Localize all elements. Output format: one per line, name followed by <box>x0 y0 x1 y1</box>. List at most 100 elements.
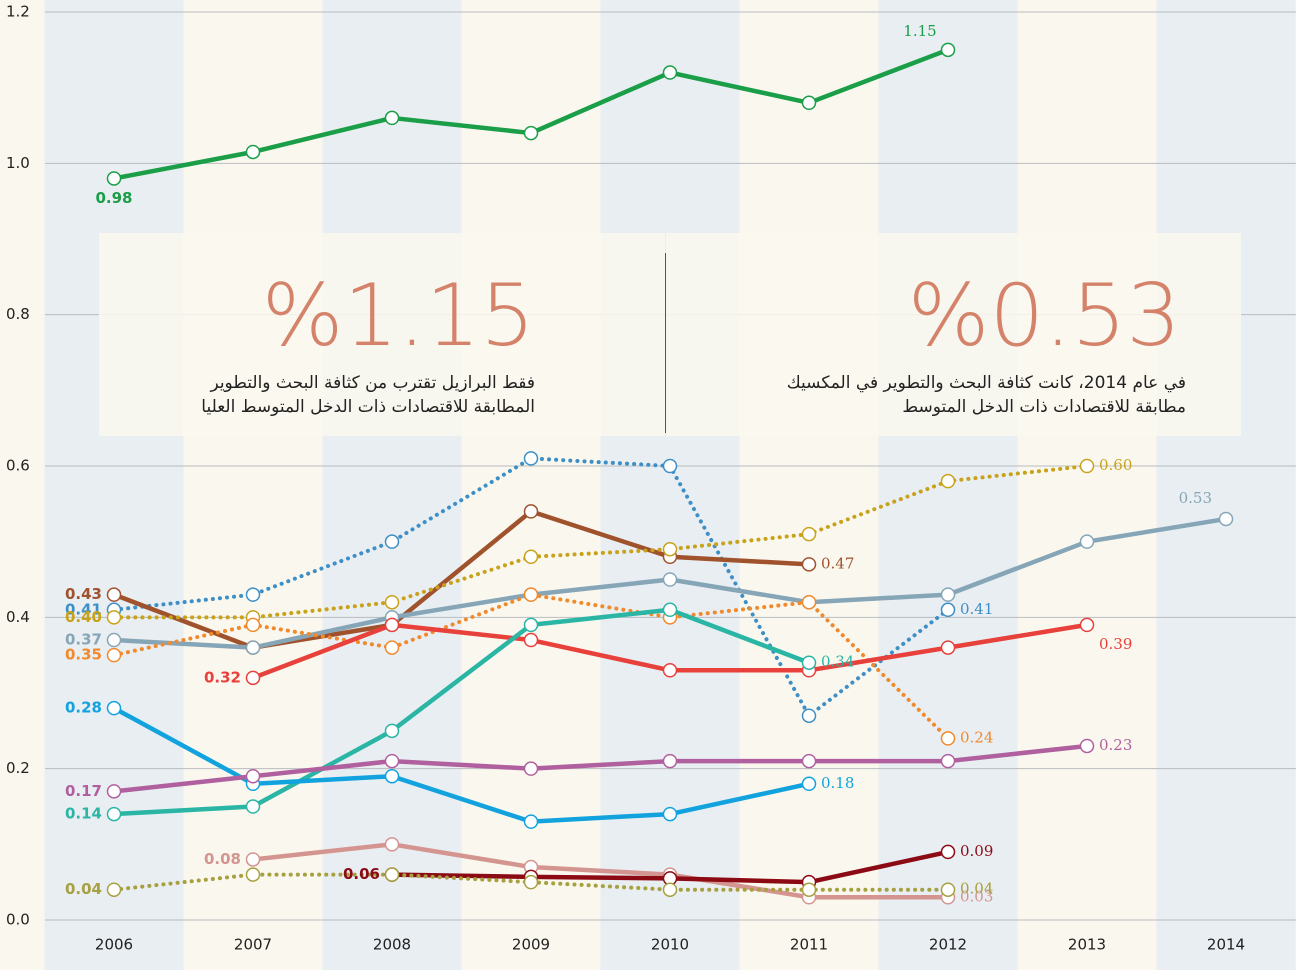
point-marker <box>662 458 678 474</box>
point-marker <box>940 731 956 746</box>
point-marker <box>245 799 261 814</box>
point-marker <box>106 171 122 186</box>
point-marker <box>523 587 539 602</box>
value-label: 0.06 <box>343 865 380 883</box>
point-marker <box>245 768 261 784</box>
headline: %1.15 <box>261 266 535 366</box>
point-marker <box>523 761 539 776</box>
point-marker <box>384 753 400 769</box>
series-line <box>111 607 812 817</box>
point-marker <box>1218 511 1234 527</box>
x-tick-label: 2010 <box>651 936 689 954</box>
value-label: 0.08 <box>204 850 241 868</box>
point-marker <box>662 806 678 822</box>
point-marker <box>662 663 678 678</box>
value-label: 0.18 <box>821 774 854 792</box>
series-line <box>250 842 951 900</box>
y-tick-label: 1.2 <box>6 3 30 21</box>
value-label: 1.15 <box>903 22 936 40</box>
point-marker <box>662 65 678 80</box>
point-marker <box>106 882 122 897</box>
point-marker <box>245 587 261 602</box>
y-tick-label: 0.6 <box>6 457 30 475</box>
value-label: 0.04 <box>960 880 993 898</box>
y-tick-label: 0.8 <box>6 305 30 323</box>
point-marker <box>106 587 122 602</box>
value-label: 0.41 <box>960 600 993 618</box>
series-line <box>111 705 812 824</box>
point-marker <box>662 602 678 618</box>
y-tick-label: 0.4 <box>6 608 30 626</box>
point-marker <box>523 617 539 633</box>
value-label: 0.23 <box>1099 736 1132 754</box>
point-marker <box>245 617 261 633</box>
point-marker <box>384 723 400 739</box>
point-marker <box>245 867 261 882</box>
value-label: 0.40 <box>65 608 102 626</box>
value-label: 0.35 <box>65 646 102 664</box>
point-marker <box>940 882 956 897</box>
headline: %0.53 <box>907 266 1181 366</box>
point-marker <box>801 526 817 542</box>
column-band <box>44 0 184 970</box>
value-label: 0.53 <box>1179 489 1212 507</box>
point-marker <box>523 125 539 141</box>
x-tick-label: 2007 <box>234 936 272 954</box>
value-label: 0.47 <box>821 554 854 572</box>
value-label: 0.28 <box>65 699 102 717</box>
point-marker <box>106 784 122 799</box>
point-marker <box>106 806 122 822</box>
value-label: 0.34 <box>821 653 854 671</box>
value-label: 0.98 <box>95 189 132 207</box>
value-label: 0.32 <box>204 668 241 686</box>
point-marker <box>801 557 817 572</box>
point-marker <box>801 882 817 897</box>
point-marker <box>801 776 817 792</box>
value-label: 0.17 <box>65 782 102 800</box>
point-marker <box>662 753 678 769</box>
value-label: 0.14 <box>65 805 102 823</box>
point-marker <box>106 700 122 716</box>
point-marker <box>106 647 122 663</box>
point-marker <box>662 541 678 557</box>
value-label: 0.43 <box>65 585 102 603</box>
x-tick-label: 2013 <box>1068 936 1106 954</box>
value-labels: 0.981.150.41 0.410.430.470.400.600.370.53… <box>65 22 1212 905</box>
column-band <box>1156 0 1296 970</box>
annotation-line: المطابقة للاقتصادات ذات الدخل المتوسط ال… <box>201 397 535 417</box>
point-marker <box>106 632 122 648</box>
x-tick-label: 2011 <box>790 936 828 954</box>
markers <box>106 42 1234 905</box>
x-tick-label: 2008 <box>373 936 411 954</box>
x-tick-label: 2014 <box>1207 936 1245 954</box>
x-tick-label: 2006 <box>95 936 133 954</box>
series-line <box>111 509 812 650</box>
series-line <box>111 743 1090 794</box>
divider <box>665 253 1242 433</box>
point-marker <box>384 867 400 882</box>
annotation-text: فقط البرازيل تقترب من كثافة البحث والتطو… <box>201 371 535 419</box>
point-marker <box>801 708 817 723</box>
series-line <box>112 464 1089 620</box>
point-marker <box>1079 738 1095 754</box>
point-marker <box>106 610 122 625</box>
point-marker <box>662 572 678 587</box>
value-label: 0.24 <box>960 728 993 746</box>
value-label: 0.04 <box>65 880 102 898</box>
column-band <box>322 0 462 970</box>
annotation-line: فقط البرازيل تقترب من كثافة البحث والتطو… <box>210 373 535 393</box>
point-marker <box>940 602 956 618</box>
point-marker <box>940 473 956 489</box>
point-marker <box>662 882 678 897</box>
point-marker <box>940 587 956 602</box>
point-marker <box>245 852 261 867</box>
x-tick-label: 2012 <box>929 936 967 954</box>
point-marker <box>384 534 400 549</box>
annotation-box: %1.15 فقط البرازيل تقترب من كثافة البحث … <box>99 233 665 436</box>
point-marker <box>1079 458 1095 474</box>
y-tick-label: 0.2 <box>6 759 30 777</box>
value-label: 0.37 <box>65 631 102 649</box>
point-marker <box>245 640 261 655</box>
annotation-line: مطابقة للاقتصادات ذات الدخل المتوسط <box>902 397 1186 417</box>
